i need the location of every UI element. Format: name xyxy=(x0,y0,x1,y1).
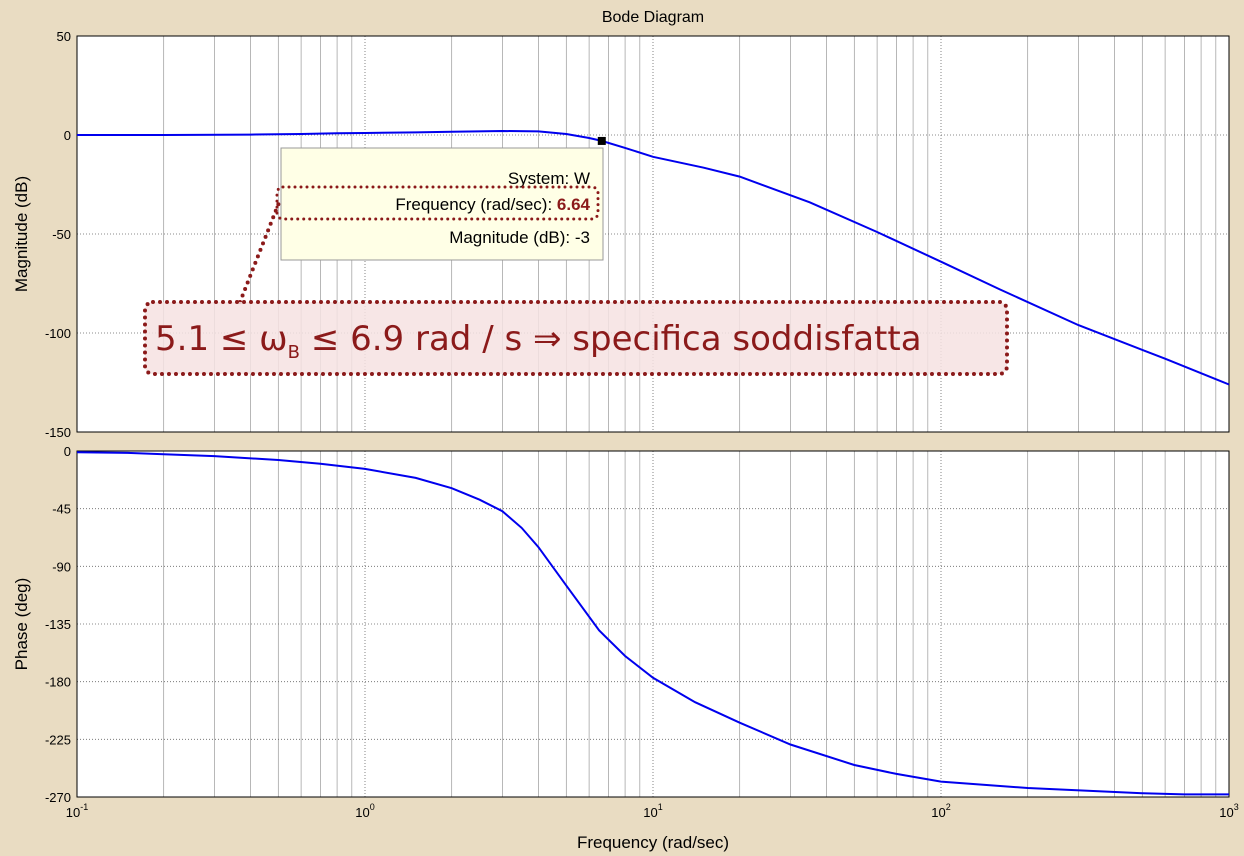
x-tick-exponent: 0 xyxy=(370,802,375,812)
y-axis-label: Phase (deg) xyxy=(12,578,31,671)
x-tick-label: 101 xyxy=(643,802,662,820)
x-tick-exponent: 1 xyxy=(658,802,663,812)
x-tick-label: 103 xyxy=(1219,802,1238,820)
y-tick-label: -180 xyxy=(45,675,71,690)
datatip-magnitude: Magnitude (dB): -3 xyxy=(449,228,590,247)
y-axis-label: Magnitude (dB) xyxy=(12,176,31,292)
y-tick-label: -270 xyxy=(45,790,71,805)
plot-frame xyxy=(76,450,1230,798)
datatip-marker xyxy=(597,136,606,145)
y-tick-label: 50 xyxy=(57,29,71,44)
x-tick-base: 10 xyxy=(1219,805,1233,820)
datatip-frequency-value: 6.64 xyxy=(557,195,591,214)
annotation-post: ≤ 6.9 rad / s ⇒ specifica soddisfatta xyxy=(300,319,922,359)
x-tick-exponent: 3 xyxy=(1234,802,1239,812)
y-tick-label: -100 xyxy=(45,326,71,341)
x-tick-base: 10 xyxy=(355,805,369,820)
x-tick-label: 100 xyxy=(355,802,374,820)
datatip-system: System: W xyxy=(508,169,590,188)
line-series xyxy=(77,129,1230,386)
x-axis-label: Frequency (rad/sec) xyxy=(577,833,729,852)
y-tick-label: -50 xyxy=(52,227,71,242)
highlight-box xyxy=(275,185,600,221)
y-tick-label: 0 xyxy=(64,128,71,143)
plot-frame xyxy=(76,35,1230,433)
y-tick-label: -45 xyxy=(52,502,71,517)
datatip-frequency: Frequency (rad/sec): 6.64 xyxy=(395,195,590,214)
x-tick-label: 10-1 xyxy=(66,802,88,820)
datatip-box xyxy=(280,147,604,261)
annotation-text: 5.1 ≤ ωB ≤ 6.9 rad / s ⇒ specifica soddi… xyxy=(155,319,922,363)
x-tick-exponent: 2 xyxy=(946,802,951,812)
x-tick-exponent: -1 xyxy=(80,802,88,812)
annotation-sub: B xyxy=(288,342,300,363)
datatip-magnitude-label: Magnitude (dB): xyxy=(449,228,575,247)
y-tick-label: -150 xyxy=(45,425,71,440)
y-tick-label: -90 xyxy=(52,559,71,574)
y-tick-label: -225 xyxy=(45,732,71,747)
connector xyxy=(238,198,282,304)
x-tick-base: 10 xyxy=(66,805,80,820)
x-tick-base: 10 xyxy=(931,805,945,820)
x-tick-base: 10 xyxy=(643,805,657,820)
line-series xyxy=(76,451,1229,796)
annotation-pre: 5.1 ≤ ω xyxy=(155,319,288,359)
y-tick-label: -135 xyxy=(45,617,71,632)
datatip-magnitude-value: -3 xyxy=(575,228,590,247)
annotation-box xyxy=(143,300,1009,376)
datatip-frequency-label: Frequency (rad/sec): xyxy=(395,195,557,214)
chart-title: Bode Diagram xyxy=(602,9,704,26)
y-tick-label: 0 xyxy=(64,444,71,459)
x-tick-label: 102 xyxy=(931,802,950,820)
